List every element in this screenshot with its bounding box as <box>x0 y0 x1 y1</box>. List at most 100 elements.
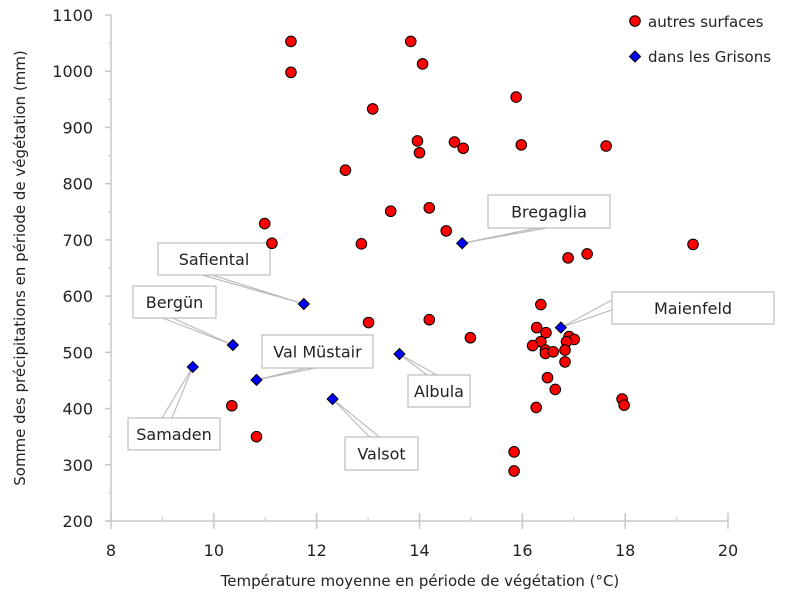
red-circle-point <box>559 356 571 368</box>
x-tick-label: 8 <box>106 541 116 560</box>
red-circle-point <box>416 58 429 70</box>
red-circle-point <box>530 401 543 414</box>
y-axis-title: Somme des précipitations en période de v… <box>11 50 29 486</box>
y-tick-label: 300 <box>62 456 93 475</box>
red-circle-point <box>413 146 426 159</box>
y-tick-label: 800 <box>62 175 93 194</box>
red-circle-point <box>266 237 278 250</box>
red-circle-point <box>562 252 574 264</box>
callout-label: Bregaglia <box>511 203 587 222</box>
y-tick-label: 700 <box>62 231 93 250</box>
callout-pointer <box>399 353 440 376</box>
blue-diamond-point <box>226 338 240 352</box>
callout-label: Samaden <box>136 425 212 444</box>
red-circle-point <box>411 135 424 147</box>
callout-box <box>487 194 611 229</box>
red-circle-point <box>366 103 379 115</box>
x-tick-label: 16 <box>512 541 532 560</box>
callout-pointer <box>160 366 194 419</box>
x-tick-label: 20 <box>718 541 738 560</box>
red-circle-point <box>355 238 368 250</box>
red-circle-point <box>423 313 436 326</box>
callout-box <box>344 436 419 471</box>
blue-diamond-point <box>554 321 568 334</box>
red-circle-point <box>515 139 528 151</box>
legend: autres surfaces dans les Grisons <box>628 13 771 66</box>
x-tick-label: 14 <box>409 541 429 560</box>
callout-pointer <box>332 398 382 438</box>
red-circle-point <box>508 465 520 477</box>
red-circle-point <box>226 399 238 412</box>
legend-label: autres surfaces <box>648 13 764 31</box>
callout-label: Bergün <box>146 293 204 312</box>
red-circle-point <box>457 142 470 155</box>
red-circle-point <box>285 66 297 79</box>
blue-diamond-point <box>393 347 406 361</box>
x-tick-label: 18 <box>615 541 635 560</box>
red-circle-point <box>510 91 522 103</box>
callout-box <box>127 417 221 451</box>
red-circle-point <box>618 399 630 411</box>
x-tick-label: 10 <box>204 541 224 560</box>
blue-diamond-point <box>250 373 263 387</box>
callout-box <box>132 285 217 319</box>
red-circle-point <box>535 298 547 311</box>
red-circle-point <box>581 248 593 260</box>
blue-diamond-point <box>326 392 339 406</box>
y-tick-label: 1100 <box>52 6 93 25</box>
red-circle-point <box>559 344 571 356</box>
y-tick-label: 200 <box>62 512 93 531</box>
red-circle-point <box>440 225 453 237</box>
red-circle-point <box>540 326 552 339</box>
callout-box <box>407 374 471 408</box>
red-circle-point <box>339 164 352 176</box>
callout-pointer <box>162 317 234 346</box>
red-circle-point <box>508 446 520 458</box>
red-circle-point <box>384 205 397 218</box>
red-circle-point <box>530 321 543 334</box>
red-circle-point <box>423 202 436 214</box>
blue-diamond-point <box>186 360 199 374</box>
red-circle-point <box>600 140 612 152</box>
red-circle-point <box>404 35 417 48</box>
callout-pointer <box>462 227 548 244</box>
y-tick-label: 600 <box>62 287 93 306</box>
callout-pointer <box>256 367 316 381</box>
callout-label: Safiental <box>179 250 250 269</box>
red-circle-point <box>547 345 559 358</box>
data-points <box>186 35 699 477</box>
y-tick-label: 400 <box>62 400 93 419</box>
callout-pointer <box>560 298 613 329</box>
callout-box <box>157 242 271 276</box>
red-circle-point <box>687 238 699 251</box>
callout-box <box>261 334 374 369</box>
legend-circle-icon <box>629 15 641 27</box>
y-tick-label: 900 <box>62 118 93 137</box>
blue-diamond-point <box>297 297 311 311</box>
red-circle-point <box>285 35 297 48</box>
callout-pointer <box>201 274 304 305</box>
blue-diamond-point <box>455 237 469 250</box>
legend-label: dans les Grisons <box>648 48 771 66</box>
callout-label: Albula <box>414 382 464 401</box>
y-tick-label: 1000 <box>52 62 93 81</box>
callout-label: Val Müstair <box>273 343 362 362</box>
red-circle-point <box>362 316 375 329</box>
x-tick-label: 12 <box>306 541 326 560</box>
callouts: Bregaglia Safiental Bergün Val Müstair Samad… <box>127 194 775 471</box>
red-circle-point <box>549 383 562 396</box>
red-circle-point <box>448 136 461 148</box>
callout-label: Maienfeld <box>654 299 732 318</box>
callout-label: Valsot <box>357 445 405 464</box>
y-tick-label: 500 <box>62 343 93 362</box>
red-circle-point <box>526 339 539 352</box>
red-circle-point <box>464 331 477 344</box>
legend-diamond-icon <box>628 50 642 63</box>
red-circle-point <box>541 371 554 384</box>
x-axis-title: Température moyenne en période de végéta… <box>220 572 620 590</box>
red-circle-point <box>250 430 263 443</box>
red-circle-point <box>258 217 271 230</box>
axes: 200 300 400 500 600 700 800 900 1000 1100 8 10 12 14 1… <box>52 6 738 560</box>
callout-box <box>611 291 775 325</box>
